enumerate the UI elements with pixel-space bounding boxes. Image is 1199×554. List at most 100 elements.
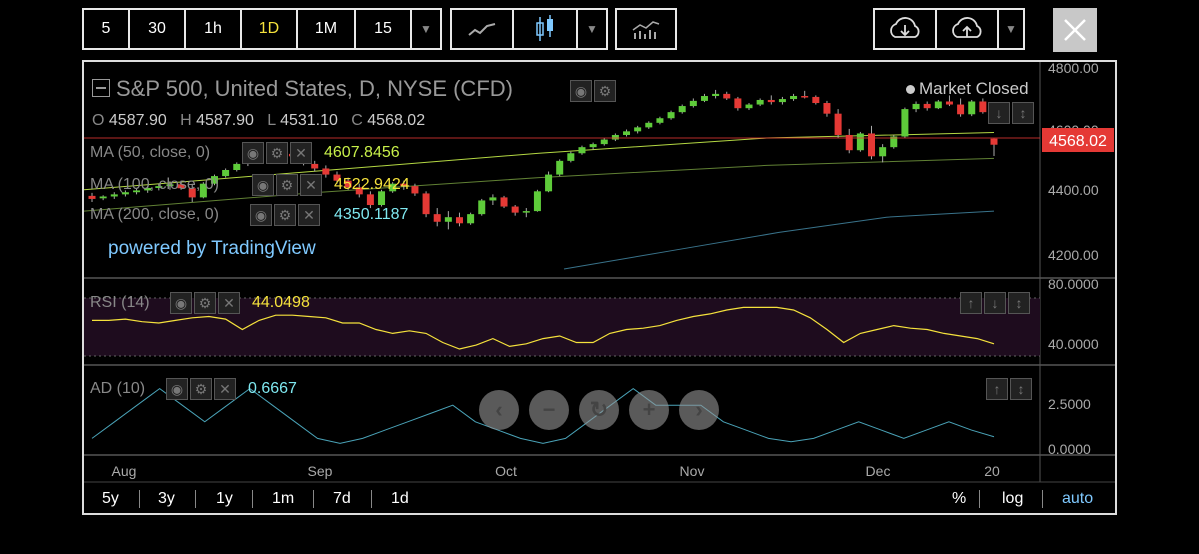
ma200-controls[interactable]: ◉ ⚙ ✕ <box>250 204 322 226</box>
candle <box>756 98 764 107</box>
collapse-icon[interactable] <box>92 79 110 98</box>
close-button[interactable] <box>1053 8 1097 52</box>
rsi-pane-controls[interactable]: ↑ ↓ ↕ <box>960 292 1032 314</box>
cloud-download-icon[interactable] <box>875 10 937 48</box>
candle <box>366 191 374 209</box>
interval-5-button[interactable]: 5 <box>84 10 130 48</box>
ma200-remove-icon[interactable]: ✕ <box>298 204 320 226</box>
candle-body <box>177 184 185 189</box>
rsi-visibility-icon[interactable]: ◉ <box>170 292 192 314</box>
rsi-remove-icon[interactable]: ✕ <box>218 292 240 314</box>
chart-canvas[interactable]: 4800.00 4400.00 4200.00 80.0000 40.0000 … <box>83 60 1115 513</box>
ad-settings-icon[interactable]: ⚙ <box>190 378 212 400</box>
chart-style-dropdown-icon[interactable]: ▼ <box>586 22 598 36</box>
ma50-settings-icon[interactable]: ⚙ <box>266 142 288 164</box>
ad-visibility-icon[interactable]: ◉ <box>166 378 188 400</box>
candle <box>133 188 141 195</box>
interval-1m-button[interactable]: 1M <box>298 10 356 48</box>
interval-1h-button[interactable]: 1h <box>186 10 242 48</box>
log-toggle[interactable]: log <box>1002 490 1024 507</box>
candle <box>511 205 519 216</box>
ma50-controls[interactable]: ◉ ⚙ ✕ <box>242 142 314 164</box>
range-3y[interactable]: 3y <box>158 490 175 507</box>
range-7d[interactable]: 7d <box>333 490 351 507</box>
candle <box>188 183 196 202</box>
ma50-visibility-icon[interactable]: ◉ <box>242 142 264 164</box>
candle-body <box>199 183 207 198</box>
zoom-in-button[interactable]: + <box>629 390 669 430</box>
ma100-remove-icon[interactable]: ✕ <box>300 174 322 196</box>
candle-body <box>923 103 931 109</box>
rsi-controls[interactable]: ◉ ⚙ ✕ <box>170 292 242 314</box>
rsi-settings-icon[interactable]: ⚙ <box>194 292 216 314</box>
candle-body <box>455 217 463 224</box>
candle <box>233 162 241 172</box>
settings-icon[interactable]: ⚙ <box>594 80 616 102</box>
candle <box>489 194 497 206</box>
candle-body <box>912 103 920 110</box>
visibility-icon[interactable]: ◉ <box>570 80 592 102</box>
close-icon <box>1064 19 1086 41</box>
candle-body <box>879 147 887 157</box>
pane-down-icon[interactable]: ↓ <box>988 102 1010 124</box>
ma200-visibility-icon[interactable]: ◉ <box>250 204 272 226</box>
ma100-controls[interactable]: ◉ ⚙ ✕ <box>252 174 324 196</box>
candle <box>957 98 965 117</box>
auto-toggle[interactable]: auto <box>1062 490 1094 507</box>
candle <box>556 159 564 177</box>
pane-maximize-icon[interactable]: ↕ <box>1012 102 1034 124</box>
candle-body <box>845 134 853 151</box>
ad-controls[interactable]: ◉ ⚙ ✕ <box>166 378 238 400</box>
candle-body <box>767 99 775 103</box>
zoom-out-button[interactable]: − <box>529 390 569 430</box>
candle-body <box>689 100 697 107</box>
candlestick-icon[interactable] <box>514 10 578 48</box>
candle <box>210 174 218 186</box>
candle-body <box>556 160 564 175</box>
candle <box>923 101 931 111</box>
range-1d[interactable]: 1d <box>391 490 409 507</box>
candle <box>801 90 809 99</box>
scroll-right-button[interactable]: › <box>679 390 719 430</box>
rsi-down-icon[interactable]: ↓ <box>984 292 1006 314</box>
interval-dropdown-icon[interactable]: ▼ <box>420 22 432 36</box>
candle <box>890 134 898 149</box>
interval-15-button[interactable]: 15 <box>356 10 412 48</box>
scroll-left-button[interactable]: ‹ <box>479 390 519 430</box>
ad-remove-icon[interactable]: ✕ <box>214 378 236 400</box>
candle-body <box>166 184 174 187</box>
range-separator <box>139 490 140 508</box>
ma200-settings-icon[interactable]: ⚙ <box>274 204 296 226</box>
rsi-up-icon[interactable]: ↑ <box>960 292 982 314</box>
candle-body <box>433 214 441 222</box>
price-pane-controls[interactable]: ↓ ↕ <box>988 102 1036 124</box>
reset-chart-button[interactable]: ↻ <box>579 390 619 430</box>
ad-pane-controls[interactable]: ↑ ↕ <box>986 378 1034 400</box>
candle-body <box>700 96 708 101</box>
line-chart-icon[interactable] <box>452 10 514 48</box>
candle-body <box>856 133 864 151</box>
ma100-settings-icon[interactable]: ⚙ <box>276 174 298 196</box>
ma100-visibility-icon[interactable]: ◉ <box>252 174 274 196</box>
rsi-maximize-icon[interactable]: ↕ <box>1008 292 1030 314</box>
interval-1d-button[interactable]: 1D <box>242 10 298 48</box>
ma200-legend: MA (200, close, 0) <box>90 206 219 223</box>
candle-body <box>834 113 842 135</box>
range-1m[interactable]: 1m <box>272 490 295 507</box>
symbol-settings-icons[interactable]: ◉ ⚙ <box>570 80 618 102</box>
candle <box>979 98 987 114</box>
range-5y[interactable]: 5y <box>102 490 119 507</box>
candle-body <box>734 98 742 109</box>
ma50-remove-icon[interactable]: ✕ <box>290 142 312 164</box>
candle <box>199 182 207 199</box>
interval-30-button[interactable]: 30 <box>130 10 186 48</box>
ad-up-icon[interactable]: ↑ <box>986 378 1008 400</box>
cloud-upload-icon[interactable] <box>937 10 999 48</box>
candle-body <box>478 200 486 215</box>
ad-maximize-icon[interactable]: ↕ <box>1010 378 1032 400</box>
candle <box>500 195 508 209</box>
percent-toggle[interactable]: % <box>952 490 967 507</box>
cloud-dropdown-icon[interactable]: ▼ <box>1005 22 1017 36</box>
range-1y[interactable]: 1y <box>216 490 233 507</box>
indicators-icon[interactable] <box>617 10 675 48</box>
